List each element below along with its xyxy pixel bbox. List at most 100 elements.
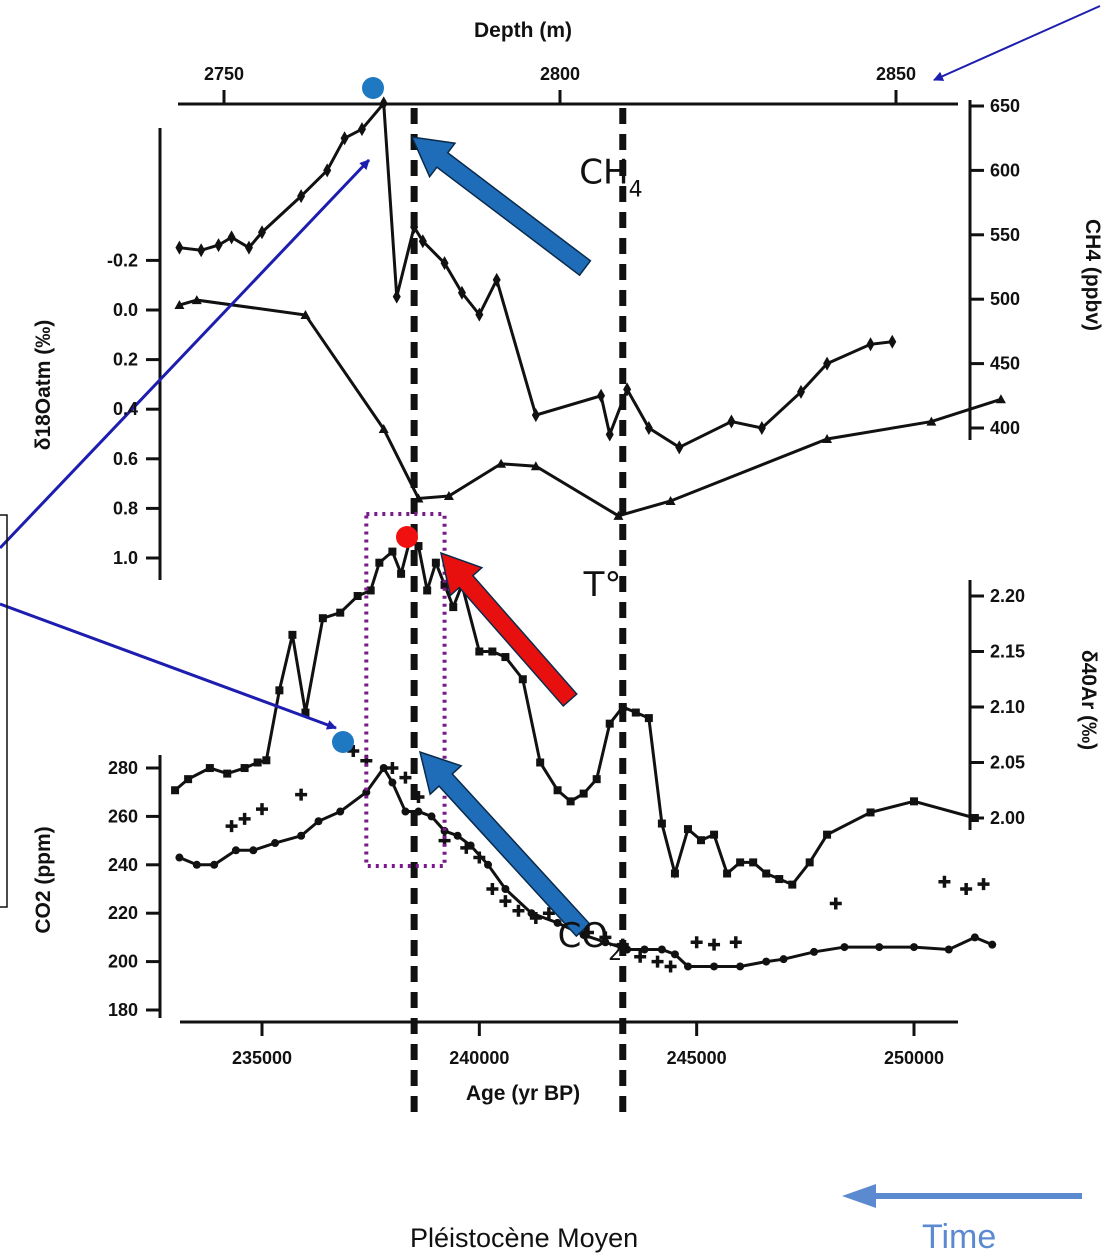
ch4-point <box>258 225 266 240</box>
ar-point <box>518 675 527 684</box>
ch4-point <box>418 234 427 249</box>
ar-point <box>736 858 745 867</box>
time-arrow-head <box>842 1184 876 1208</box>
ar-point <box>414 542 423 551</box>
ch4-point <box>214 238 223 253</box>
co2-point <box>762 957 771 966</box>
temperature-arrow <box>439 551 578 707</box>
ar-tick-label: 2.15 <box>990 642 1025 662</box>
co2-point <box>249 846 258 855</box>
co2-point <box>875 943 884 952</box>
ar-axis-title: δ40Ar (‰) <box>1077 650 1100 750</box>
ch4-point <box>888 334 897 349</box>
ar-point <box>205 764 214 773</box>
ch4-point <box>357 122 366 137</box>
co2-plus-point <box>399 771 412 784</box>
ar-point <box>866 808 875 817</box>
ar-point <box>657 819 666 828</box>
ar-point <box>397 569 406 578</box>
ch4-point <box>727 414 736 429</box>
d18o-tick-label: 0.4 <box>113 399 138 419</box>
co2-point <box>988 940 997 949</box>
series-line <box>179 298 1002 518</box>
ar-point <box>336 608 345 617</box>
ar-point <box>501 653 510 662</box>
series-ch4 <box>175 96 897 455</box>
co2-plus-point <box>690 936 703 949</box>
co2-point <box>379 764 388 772</box>
depth-tick-label: 2800 <box>540 64 580 84</box>
ch4-point <box>796 384 805 399</box>
annotation-label-2: CO2 <box>558 916 623 966</box>
d18o-point <box>822 433 833 443</box>
ar-point <box>353 592 362 600</box>
ch4-point <box>675 440 684 455</box>
ar-tick-label: 2.20 <box>990 586 1025 606</box>
co2-point <box>501 885 510 893</box>
co2-tick-label: 240 <box>108 855 138 875</box>
co2-plus-point <box>664 960 677 973</box>
co2-point <box>314 817 323 826</box>
ar-point <box>579 789 588 798</box>
ar-tick-label: 2.10 <box>990 697 1025 717</box>
temperature-arrow-shape <box>439 551 578 707</box>
series-line <box>179 99 893 450</box>
ch4-axis-title: CH4 (ppbv) <box>1081 219 1104 331</box>
co2-point <box>910 943 918 952</box>
ar-point <box>788 880 797 889</box>
d18o-tick-label: 1.0 <box>113 548 138 568</box>
co2-point <box>553 918 562 927</box>
ch4-tick-label: 550 <box>990 225 1020 245</box>
ch4-arrow-shape <box>410 136 592 277</box>
d18o-point <box>496 458 507 468</box>
ar-point <box>431 558 440 567</box>
ar-point <box>910 797 918 806</box>
ar-point <box>171 786 180 795</box>
co2-plus-point <box>977 878 990 891</box>
depth-tick-label: 2750 <box>204 64 244 84</box>
d18o-tick-label: -0.2 <box>107 250 138 270</box>
co2-point <box>970 933 979 942</box>
ar-point <box>592 775 601 784</box>
series--40ar <box>171 536 979 889</box>
ch4-point <box>644 421 653 435</box>
co2-point <box>840 943 849 952</box>
annotation-label-1: T° <box>583 565 622 605</box>
d18o-tick-label: 0.6 <box>113 449 138 469</box>
d18o-point <box>995 394 1006 404</box>
co2-tick-label: 200 <box>108 952 138 972</box>
co2-point <box>401 807 410 816</box>
period-caption: Pléistocène Moyen <box>410 1223 639 1253</box>
d18o-point <box>443 491 454 500</box>
co2-point <box>271 839 280 848</box>
ch4-point <box>392 289 401 304</box>
co2-plus-point <box>599 931 612 944</box>
ar-point <box>240 764 249 773</box>
co2-point <box>297 831 306 840</box>
ch4-tick-label: 600 <box>990 160 1020 180</box>
co2-plus-point <box>529 912 542 925</box>
d18o-point <box>174 300 185 310</box>
co2-arrow <box>418 750 591 938</box>
co2-tick-label: 280 <box>108 758 138 778</box>
ch4-point <box>175 240 184 255</box>
d18o-tick-label: 0.8 <box>113 498 138 518</box>
co2-point <box>640 945 649 954</box>
ch4-point <box>605 427 614 442</box>
co2-plus-point <box>582 926 594 939</box>
ch4-point <box>597 388 606 403</box>
ch4-arrow <box>410 136 592 277</box>
ar-point <box>566 797 575 806</box>
time-caption: Time <box>922 1218 997 1256</box>
co2-point <box>527 909 536 918</box>
ar-point <box>762 869 771 878</box>
co2-plus-point <box>473 851 486 864</box>
pointer-arrow-depth <box>933 5 1101 81</box>
depth-axis-title: Depth (m) <box>474 19 572 42</box>
ch4-peak-dot <box>362 77 384 99</box>
ar-tick-label: 2.05 <box>990 753 1025 773</box>
co2-tick-label: 180 <box>108 1000 138 1020</box>
co2-point <box>944 945 953 954</box>
co2-point <box>210 860 219 869</box>
co2-plus-point <box>486 883 499 895</box>
